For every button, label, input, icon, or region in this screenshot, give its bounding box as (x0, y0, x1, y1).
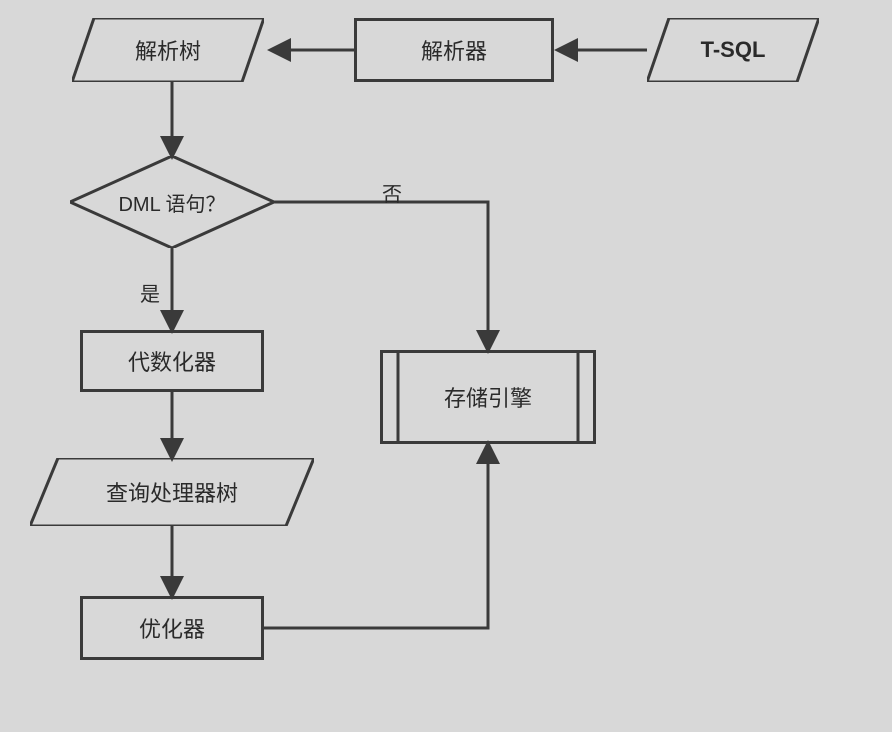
node-qp-tree-label: 查询处理器树 (106, 476, 238, 508)
node-tsql-label: T-SQL (701, 37, 766, 63)
edge-label-no: 否 (382, 178, 402, 207)
node-parse-tree-label: 解析树 (135, 34, 201, 66)
edge-label-yes: 是 (140, 278, 160, 307)
flowchart-canvas: T-SQL 解析器 解析树 DML 语句？ 代数化器 查询处理器树 优化器 存储… (0, 0, 892, 732)
node-parser-label: 解析器 (421, 34, 487, 66)
node-optimizer-label: 优化器 (139, 612, 205, 644)
node-dml-label: DML 语句？ (118, 188, 225, 217)
node-algebrizer-label: 代数化器 (128, 345, 216, 377)
node-storage-label: 存储引擎 (444, 381, 532, 413)
